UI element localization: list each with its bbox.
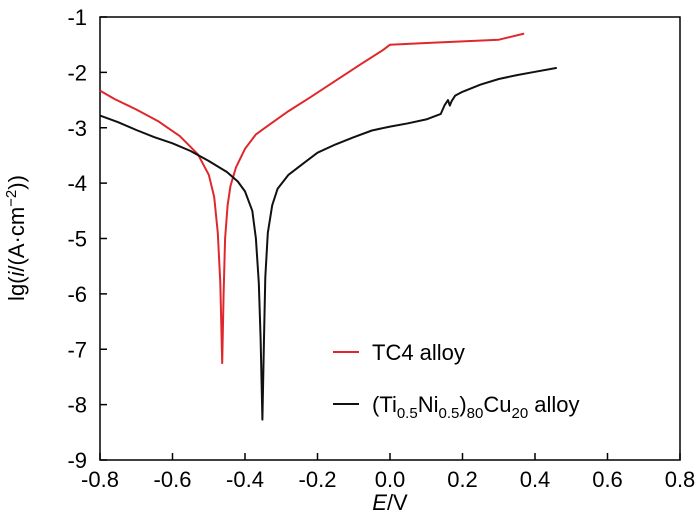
series-line-1 [99,66,557,421]
y-tick-label: -4 [67,171,87,196]
axis-ticks: -0.8 -0.6 -0.4 -0.2 0.0 0.2 0.4 0.6 0.8 -1 -2 -3 -4 -… [67,5,695,492]
legend-label-part: ) [459,392,466,417]
legend: TC4 alloy(Ti0.5Ni0.5)80Cu20 alloy [333,340,580,422]
legend-label-part: 80 [467,405,484,422]
legend-label-part: 0.5 [438,405,459,422]
legend-label-part: Ni [418,392,439,417]
legend-label-part: 20 [511,405,528,422]
series-line-0 [99,32,525,365]
x-tick-label: -0.8 [81,467,119,492]
legend-label-part: alloy [528,392,579,417]
y-tick-label: -3 [67,116,87,141]
legend-label-part: TC4 alloy [372,340,465,365]
x-tick-label: 0.0 [375,467,406,492]
x-axis-label: E/V [372,490,408,515]
y-tick-label: -6 [67,282,87,307]
x-tick-label: 0.6 [592,467,623,492]
series-layer [99,32,557,421]
y-tick-label: -7 [67,337,87,362]
x-tick-label: 0.8 [665,467,696,492]
x-tick-label: 0.2 [447,467,478,492]
y-tick-label: -2 [67,60,87,85]
y-tick-label: -5 [67,227,87,252]
legend-label-part: 0.5 [397,405,418,422]
legend-label-part: (Ti [372,392,397,417]
legend-label-1: (Ti0.5Ni0.5)80Cu20 alloy [372,392,580,422]
x-tick-label: 0.4 [520,467,551,492]
y-tick-label: -1 [67,5,87,30]
x-tick-label: -0.2 [299,467,337,492]
x-tick-label: -0.4 [226,467,264,492]
legend-label-part: Cu [483,392,511,417]
y-axis-label: lg(i/(A·cm−2)) [3,175,29,301]
y-tick-label: -8 [67,393,87,418]
legend-label-0: TC4 alloy [372,340,465,365]
x-tick-label: -0.6 [154,467,192,492]
y-tick-label: -9 [67,448,87,473]
